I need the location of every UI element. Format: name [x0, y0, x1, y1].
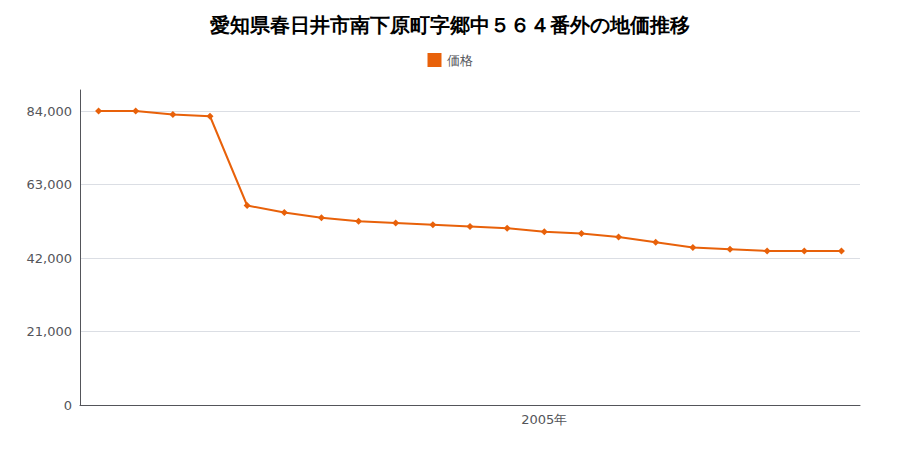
- svg-text:愛知県春日井市南下原町字郷中５６４番外の地価推移: 愛知県春日井市南下原町字郷中５６４番外の地価推移: [210, 13, 690, 37]
- svg-text:21,000: 21,000: [27, 324, 73, 339]
- svg-text:84,000: 84,000: [27, 104, 73, 119]
- svg-text:0: 0: [64, 398, 72, 413]
- svg-text:42,000: 42,000: [27, 251, 73, 266]
- svg-text:63,000: 63,000: [27, 177, 73, 192]
- svg-text:価格: 価格: [447, 53, 473, 68]
- svg-text:2005年: 2005年: [521, 412, 567, 427]
